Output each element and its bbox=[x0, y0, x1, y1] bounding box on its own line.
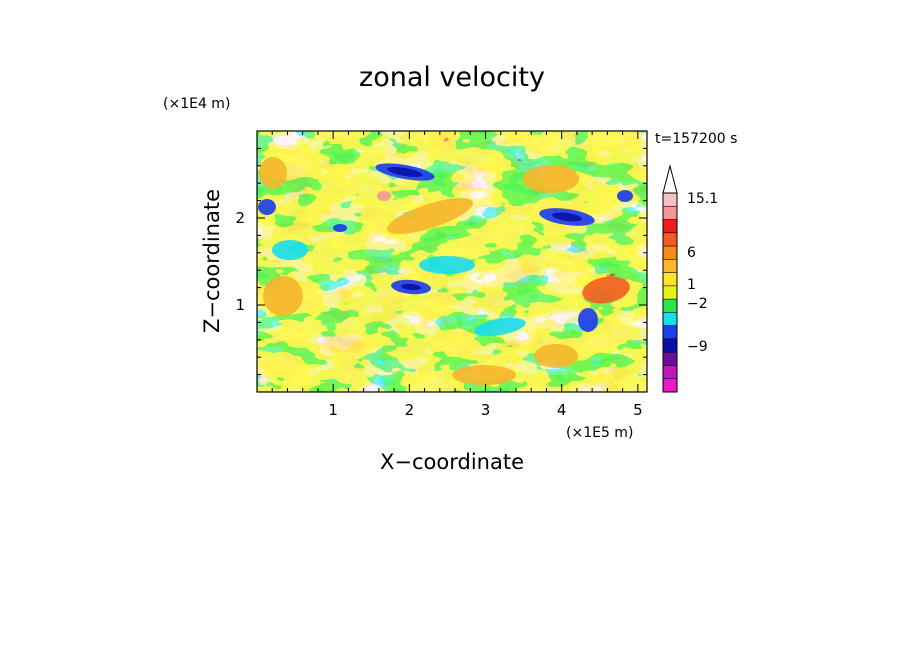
field-feature bbox=[377, 191, 391, 201]
field-feature bbox=[523, 165, 579, 193]
x-axis-label: X−coordinate bbox=[380, 450, 524, 474]
field-feature bbox=[333, 224, 347, 232]
colorbar-band bbox=[663, 299, 677, 313]
colorbar-extend-max bbox=[662, 164, 678, 194]
field-feature bbox=[534, 344, 578, 368]
colorbar-band bbox=[663, 246, 677, 260]
colorbar-band bbox=[663, 219, 677, 234]
field-feature bbox=[387, 198, 473, 234]
colorbar-band bbox=[663, 365, 677, 380]
field-feature bbox=[552, 212, 582, 222]
x-tick-label: 5 bbox=[633, 401, 643, 419]
colorbar-band bbox=[663, 206, 677, 220]
field-feature bbox=[259, 157, 287, 189]
colorbar-tick-label: −2 bbox=[687, 296, 708, 312]
field-feature bbox=[617, 190, 633, 202]
colorbar: 15.1 6 1 −2 −9 bbox=[662, 164, 718, 393]
plot-frame bbox=[256, 130, 648, 393]
x-tick-label: 1 bbox=[328, 401, 338, 419]
time-label: t=157200 s bbox=[655, 131, 737, 147]
x-axis-unit: (×1E5 m) bbox=[566, 425, 633, 441]
colorbar-tick-label: 15.1 bbox=[687, 191, 718, 207]
field-feature bbox=[387, 166, 423, 178]
y-axis-label: Z−coordinate bbox=[200, 189, 224, 333]
field-feature bbox=[263, 276, 303, 316]
colorbar-frame bbox=[662, 192, 678, 393]
field-feature bbox=[578, 308, 598, 332]
x-tick-label: 4 bbox=[557, 401, 567, 419]
colorbar-band bbox=[663, 272, 677, 287]
y-axis-ticks: 12 bbox=[235, 147, 647, 376]
colorbar-tick-label: −9 bbox=[687, 339, 708, 355]
field-feature bbox=[258, 199, 276, 215]
y-tick-label: 1 bbox=[235, 296, 245, 314]
colorbar-band bbox=[663, 312, 677, 326]
x-axis-ticks: 1 2 3 4 5 bbox=[271, 131, 643, 419]
colorbar-band bbox=[663, 352, 677, 366]
field-feature bbox=[419, 256, 475, 274]
field-feature bbox=[582, 276, 630, 304]
colorbar-band bbox=[663, 259, 677, 273]
field-feature bbox=[401, 283, 421, 291]
y-axis-unit: (×1E4 m) bbox=[163, 96, 230, 112]
colorbar-band bbox=[663, 232, 677, 247]
chart-title: zonal velocity bbox=[359, 62, 545, 93]
y-tick-label: 2 bbox=[235, 209, 245, 227]
x-tick-label: 3 bbox=[481, 401, 491, 419]
colorbar-band bbox=[663, 193, 677, 207]
x-tick-label: 2 bbox=[405, 401, 415, 419]
field-feature bbox=[272, 240, 308, 260]
colorbar-band bbox=[663, 338, 677, 353]
field-feature bbox=[452, 365, 516, 385]
contour-field bbox=[257, 131, 647, 392]
colorbar-band bbox=[663, 378, 677, 393]
field-feature bbox=[474, 317, 526, 337]
colorbar-tick-label: 1 bbox=[687, 277, 696, 293]
colorbar-band bbox=[663, 325, 677, 340]
colorbar-band bbox=[663, 285, 677, 300]
colorbar-tick-label: 6 bbox=[687, 245, 696, 261]
